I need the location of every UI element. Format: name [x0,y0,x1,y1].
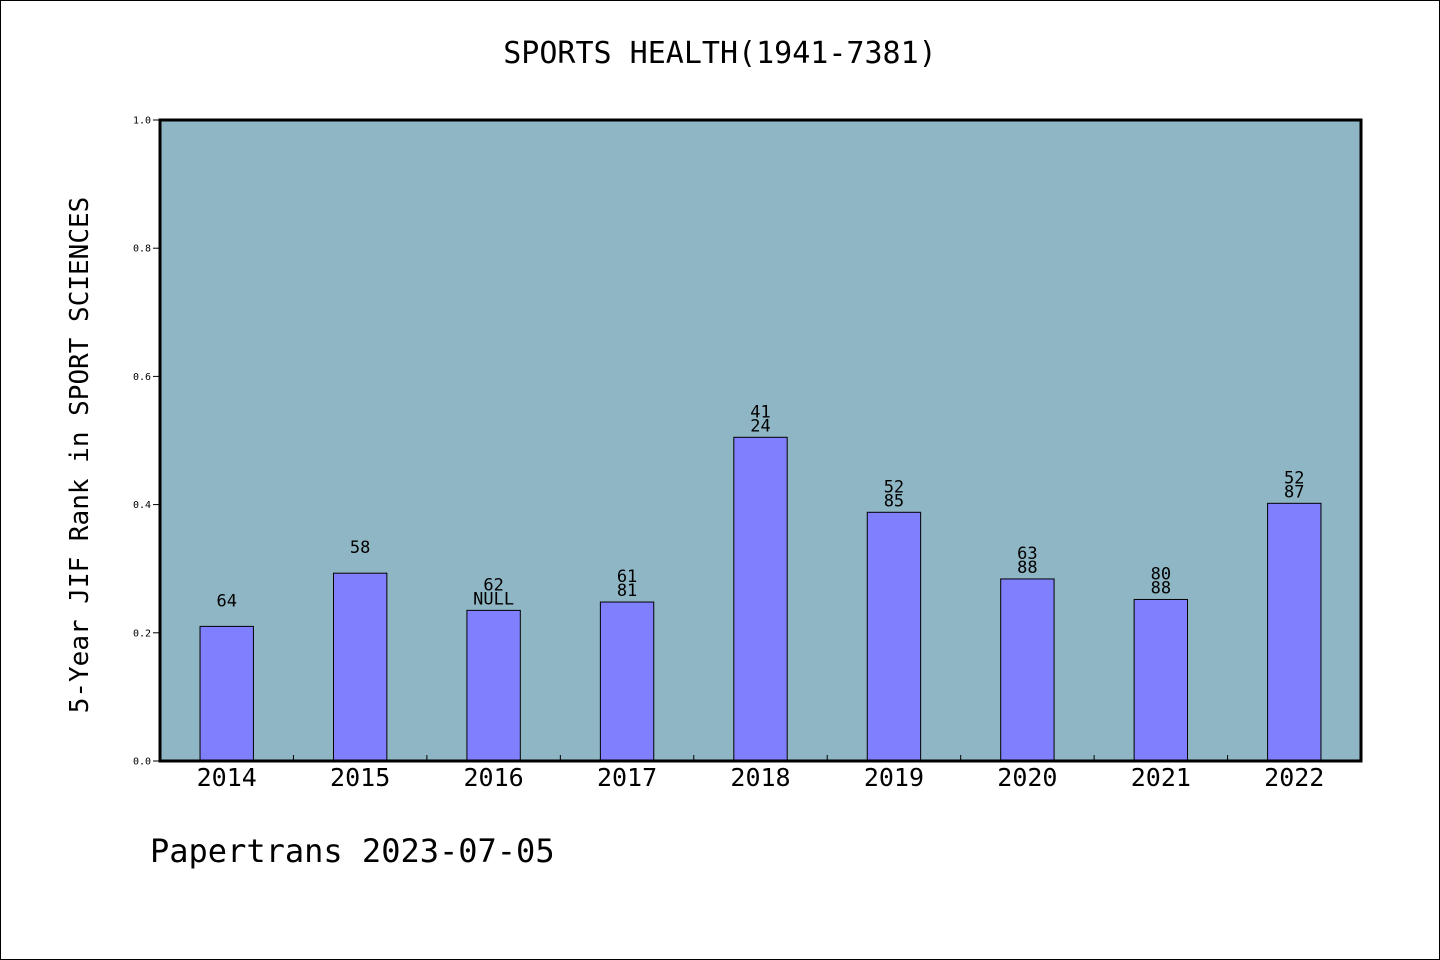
bar-2017 [599,601,655,762]
y-tick-label: 0.6 [133,372,151,383]
plot-border [158,118,1363,763]
bar-2020 [1000,578,1055,762]
bar-label: 81 [617,581,637,601]
y-tick-label: 0.0 [133,757,151,768]
y-tick-label: 0.4 [133,500,151,511]
bar-label: NULL [473,589,514,609]
footer-note: Papertrans 2023-07-05 [150,832,555,870]
x-tick-label: 2020 [997,763,1057,792]
bar-label: 88 [1151,578,1171,598]
bar-2018 [733,436,788,762]
bar-label: 85 [884,491,904,511]
bar-label: 52 [884,477,904,497]
bar-2022 [1267,502,1322,762]
y-tick-label: 0.8 [133,244,151,255]
bar-label: 63 [1017,544,1037,564]
bar-label: 41 [750,402,770,422]
bar-2014 [199,625,254,762]
x-tick-label: 2016 [464,763,524,792]
bar-label: 88 [1017,558,1037,578]
bar-label: 24 [750,416,770,436]
x-tick-label: 2015 [330,763,390,792]
bar-label: 87 [1284,482,1304,502]
bar-label: 58 [350,538,370,558]
bar-label: 80 [1151,564,1171,584]
bar-label: 62 [483,575,503,595]
x-tick-label: 2021 [1131,763,1191,792]
bar-2016 [466,609,521,762]
x-tick-label: 2014 [197,763,257,792]
x-tick-label: 2018 [730,763,790,792]
x-tick-label: 2017 [597,763,657,792]
bar-label: 61 [617,567,637,587]
bar-2021 [1133,598,1189,762]
x-tick-label: 2019 [864,763,924,792]
x-tick-label: 2022 [1264,763,1324,792]
chart-title: SPORTS HEALTH(1941-7381) [503,36,937,71]
bar-label: 64 [216,591,236,611]
y-tick-label: 0.2 [133,628,151,639]
bar-label: 52 [1284,468,1304,488]
y-tick-label: 1.0 [133,116,151,127]
bar-2019 [866,511,922,762]
bar-2015 [332,572,388,762]
